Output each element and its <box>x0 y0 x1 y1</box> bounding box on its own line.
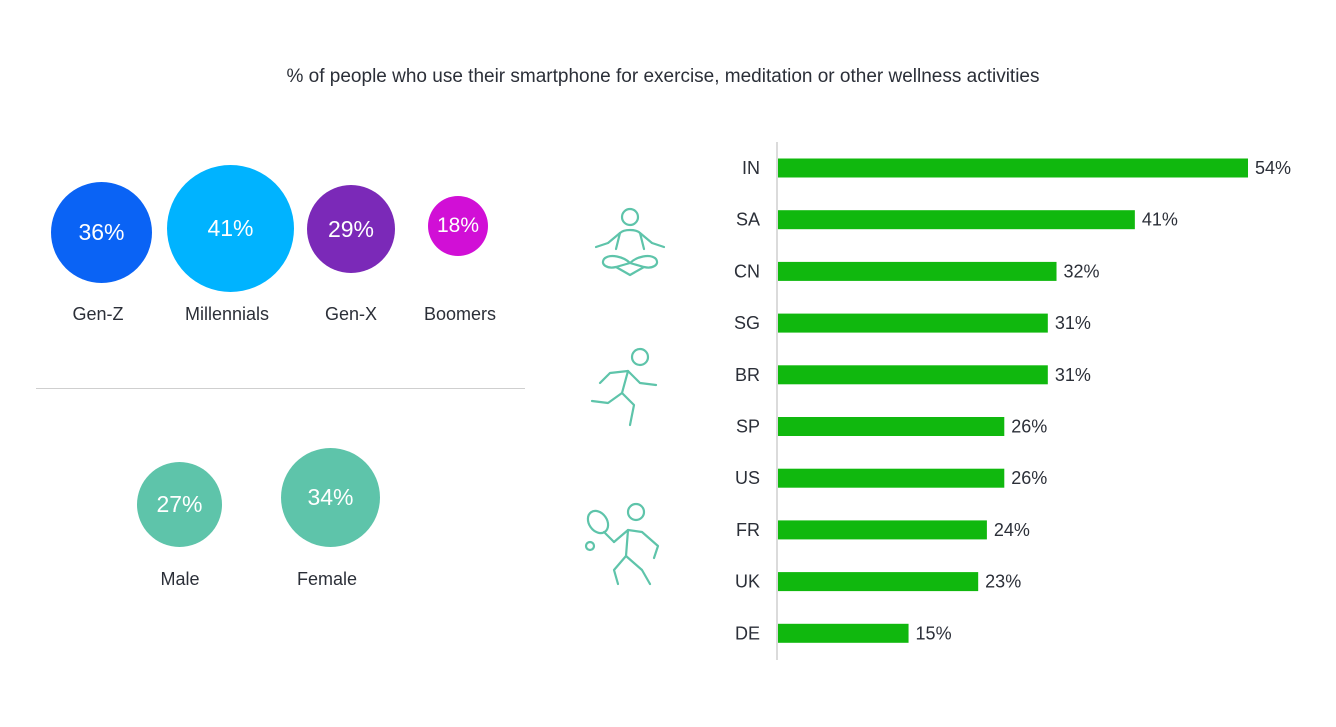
bubble-male: 27% <box>137 462 222 547</box>
data-label: 15% <box>916 623 952 643</box>
data-label: 32% <box>1064 261 1100 281</box>
meditation-icon <box>594 207 666 277</box>
data-label: 31% <box>1055 313 1091 333</box>
bar-cn <box>778 261 1057 281</box>
bubble-gen-x: 29% <box>307 185 395 273</box>
bar-sg <box>778 313 1048 333</box>
data-label: 24% <box>994 520 1030 540</box>
category-label: UK <box>735 572 760 592</box>
bubble-label-gen-x: Gen-X <box>324 304 378 324</box>
category-label: US <box>735 468 760 488</box>
data-label: 31% <box>1055 365 1091 385</box>
bubble-female: 34% <box>281 448 380 547</box>
bubble-label-female: Female <box>296 569 358 589</box>
bubble-gen-z: 36% <box>51 182 152 283</box>
category-label: SP <box>736 417 760 437</box>
bar-sa <box>778 210 1135 230</box>
bar-uk <box>778 572 979 592</box>
data-label: 54% <box>1255 158 1291 178</box>
bubble-label-millennials: Millennials <box>184 304 270 324</box>
data-label: 41% <box>1142 210 1178 230</box>
bar-br <box>778 365 1048 385</box>
country-bar-chart: IN 54% SA 41% CN 32% SG 31% BR 31% SP 26% US 26% FR 24%… <box>734 142 1291 660</box>
bubble-value: 29% <box>327 215 375 242</box>
bubble-value: 34% <box>307 484 354 510</box>
bubble-value: 18% <box>436 214 480 237</box>
bubble-label-male: Male <box>160 569 200 589</box>
bubble-label-boomers: Boomers <box>423 304 497 324</box>
category-label: BR <box>735 365 760 385</box>
bar-in <box>778 158 1248 178</box>
running-icon <box>590 347 658 427</box>
category-label: DE <box>735 623 760 643</box>
data-label: 26% <box>1011 468 1047 488</box>
bubble-value: 27% <box>156 491 203 517</box>
divider <box>36 388 525 389</box>
bar-fr <box>778 520 987 540</box>
bubble-value: 36% <box>78 219 125 245</box>
bar-sp <box>778 417 1005 436</box>
data-label: 23% <box>985 572 1021 592</box>
category-label: SA <box>736 210 760 230</box>
data-label: 26% <box>1011 417 1047 437</box>
bubble-label-gen-z: Gen-Z <box>72 304 124 324</box>
bubble-boomers: 18% <box>428 196 488 256</box>
bubble-millennials: 41% <box>167 165 294 292</box>
bar-us <box>778 468 1005 488</box>
category-label: IN <box>742 158 760 178</box>
bubble-value: 41% <box>207 215 254 241</box>
category-label: FR <box>736 520 760 540</box>
category-label: SG <box>734 313 760 333</box>
chart-title: % of people who use their smartphone for… <box>286 66 1040 87</box>
tennis-icon <box>584 502 660 586</box>
category-label: CN <box>734 261 760 281</box>
bar-de <box>778 623 909 643</box>
